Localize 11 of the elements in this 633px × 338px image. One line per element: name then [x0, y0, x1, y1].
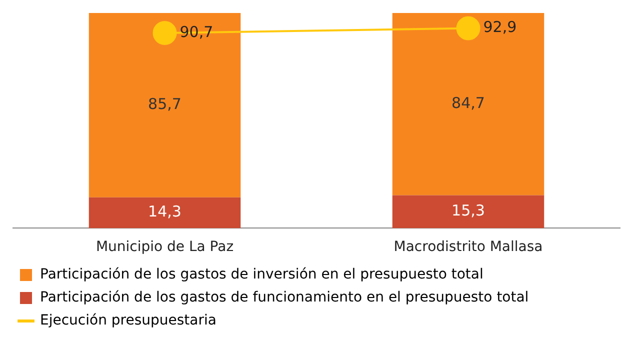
data-label: 92,9 [483, 18, 517, 36]
legend-label: Participación de los gastos de inversión en el presupuesto total [40, 266, 484, 283]
x-tick-label: Municipio de La Paz [96, 239, 234, 256]
data-label: 15,3 [452, 202, 485, 220]
x-tick-label: Macrodistrito Mallasa [394, 239, 543, 256]
data-label: 84,7 [452, 94, 485, 112]
legend-label: Participación de los gastos de funcionamiento en el presupuesto total [40, 290, 529, 306]
data-label: 90,7 [180, 22, 214, 41]
data-label: 14,3 [148, 202, 182, 221]
legend-label: Ejecución presupuestaria [40, 312, 216, 329]
data-label: 85,7 [148, 95, 182, 114]
